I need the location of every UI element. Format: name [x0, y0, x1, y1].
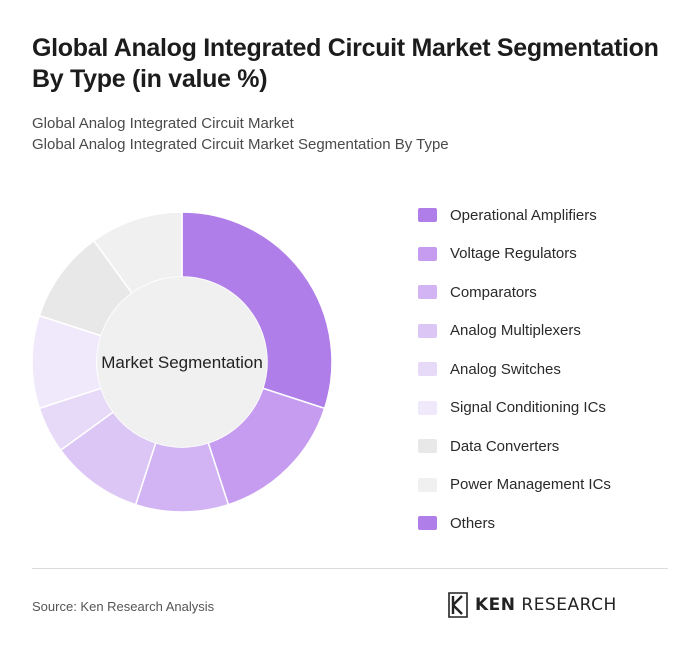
legend-swatch [418, 323, 437, 338]
legend-item: Analog Multiplexers [418, 312, 688, 351]
source-note: Source: Ken Research Analysis [32, 599, 215, 614]
chart-legend: Operational Amplifiers Voltage Regulators… [418, 196, 688, 543]
logo-wordmark: KEN RESEARCH [475, 595, 617, 615]
legend-swatch [418, 208, 437, 223]
donut-chart: Market Segmentation [31, 211, 333, 513]
legend-swatch [418, 246, 437, 261]
legend-item: Data Converters [418, 427, 688, 466]
legend-item: Others [418, 504, 688, 543]
legend-label: Signal Conditioning ICs [450, 399, 606, 417]
legend-swatch [418, 362, 437, 377]
footer-divider [32, 568, 668, 569]
legend-item: Analog Switches [418, 350, 688, 389]
donut-center-label: Market Segmentation [101, 353, 263, 372]
ken-research-logo-icon [448, 592, 468, 618]
legend-label: Power Management ICs [450, 476, 611, 494]
legend-label: Analog Switches [450, 360, 561, 378]
logo-research: RESEARCH [521, 595, 617, 615]
legend-label: Data Converters [450, 437, 560, 455]
logo-ken: KEN [475, 595, 516, 615]
legend-swatch [418, 516, 437, 531]
legend-swatch [418, 400, 437, 415]
ken-research-logo: KEN RESEARCH [447, 592, 617, 618]
legend-item: Power Management ICs [418, 466, 688, 505]
legend-swatch [418, 285, 437, 300]
legend-item: Operational Amplifiers [418, 196, 688, 235]
legend-item: Signal Conditioning ICs [418, 389, 688, 428]
chart-title: Global Analog Integrated Circuit Market … [32, 34, 659, 93]
legend-swatch [418, 477, 437, 492]
subtitle-line-2: Global Analog Integrated Circuit Market … [32, 136, 449, 153]
legend-label: Others [450, 514, 496, 532]
subtitle-line-1: Global Analog Integrated Circuit Market [32, 115, 294, 132]
legend-item: Voltage Regulators [418, 235, 688, 274]
legend-swatch [418, 439, 437, 454]
legend-label: Operational Amplifiers [450, 206, 597, 224]
legend-item: Comparators [418, 273, 688, 312]
donut-center [97, 277, 267, 447]
legend-label: Comparators [450, 283, 537, 301]
legend-label: Analog Multiplexers [450, 322, 581, 340]
chart-subtitle: Global Analog Integrated Circuit Market … [32, 113, 449, 155]
legend-label: Voltage Regulators [450, 245, 577, 263]
